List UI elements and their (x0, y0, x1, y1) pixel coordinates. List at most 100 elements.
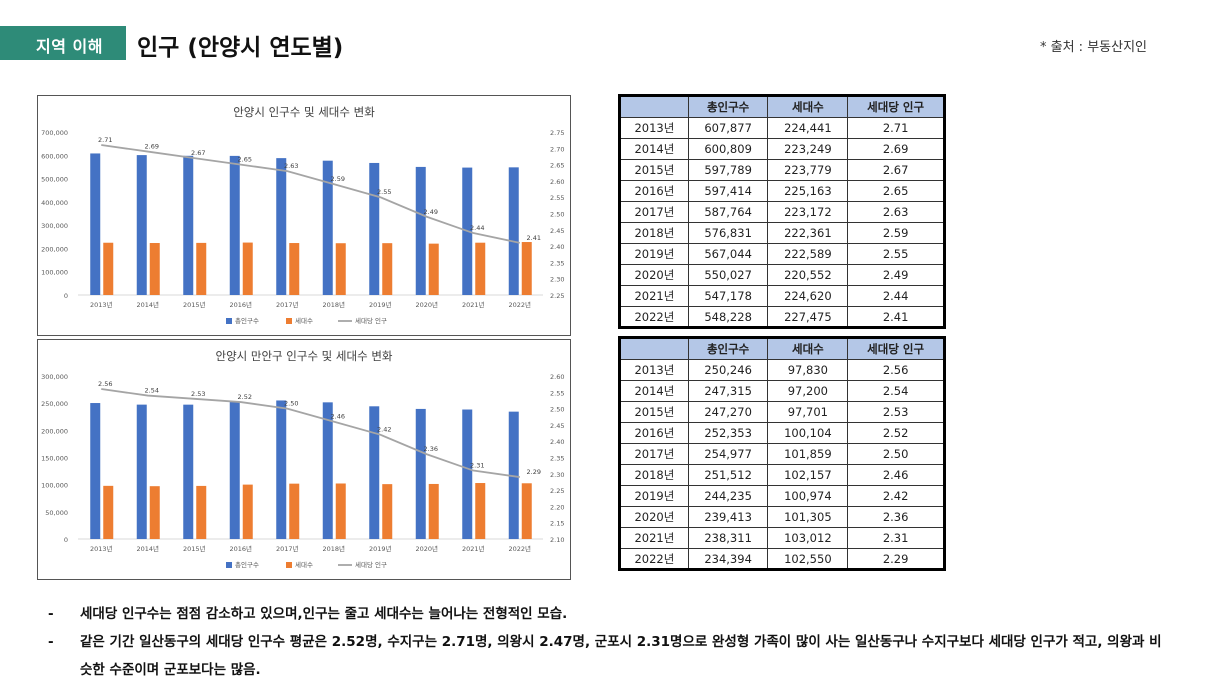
data-label: 2.55 (377, 188, 391, 196)
legend-label: 세대당 인구 (355, 560, 387, 569)
table-cell: 2017년 (619, 443, 689, 465)
bar-population (229, 155, 240, 295)
y-left-tick-label: 400,000 (41, 199, 68, 207)
x-tick-label: 2013년 (90, 300, 113, 309)
x-tick-label: 2019년 (369, 544, 392, 553)
table-row: 2013년 607,877 224,441 2.71 (619, 117, 945, 139)
y-right-tick-label: 2.35 (550, 259, 564, 267)
data-label: 2.36 (424, 445, 438, 453)
table-cell: 2017년 (619, 201, 689, 223)
x-tick-label: 2021년 (462, 544, 485, 553)
table-cell: 234,394 (687, 548, 769, 570)
bar-households (196, 485, 207, 539)
table-cell: 2.29 (847, 548, 945, 570)
data-label: 2.42 (377, 426, 391, 434)
bar-population (508, 167, 519, 295)
data-label: 2.59 (331, 175, 345, 183)
bar-population (136, 404, 147, 539)
table-cell: 2018년 (619, 222, 689, 244)
legend-label: 총인구수 (235, 316, 259, 325)
section-tag: 지역 이해 (0, 26, 126, 60)
bar-households (242, 242, 253, 295)
table-cell: 101,305 (767, 506, 849, 528)
table-cell: 597,414 (687, 180, 769, 202)
y-left-tick-label: 300,000 (41, 373, 68, 381)
data-label: 2.53 (191, 390, 205, 398)
chart-anyang: 안양시 인구수 및 세대수 변화 0 100,000 200,000 300,000 40… (37, 95, 571, 336)
table-cell: 222,589 (767, 243, 849, 265)
table-cell: 2.50 (847, 443, 945, 465)
bar-households (196, 242, 207, 295)
legend-swatch (286, 318, 292, 324)
x-tick-label: 2021년 (462, 300, 485, 309)
data-label: 2.65 (238, 156, 252, 164)
table-cell: 576,831 (687, 222, 769, 244)
y-right-tick-label: 2.40 (550, 438, 564, 446)
table-cell: 102,157 (767, 464, 849, 486)
legend-label: 총인구수 (235, 560, 259, 569)
table-cell: 220,552 (767, 264, 849, 286)
table-cell: 247,315 (687, 380, 769, 402)
bar-population (183, 404, 194, 539)
table-cell: 607,877 (687, 117, 769, 139)
bar-households (335, 243, 346, 295)
table-cell: 244,235 (687, 485, 769, 507)
table-cell: 2015년 (619, 159, 689, 181)
bar-households (475, 483, 486, 539)
table-row: 2015년 597,789 223,779 2.67 (619, 159, 945, 181)
y-right-tick-label: 2.15 (550, 520, 564, 528)
y-left-tick-label: 700,000 (41, 129, 68, 137)
data-label: 2.56 (98, 380, 112, 388)
table-cell: 2015년 (619, 401, 689, 423)
bar-households (289, 483, 300, 539)
x-tick-label: 2017년 (276, 300, 299, 309)
table-header-cell: 총인구수 (687, 337, 769, 360)
y-right-tick-label: 2.30 (550, 276, 564, 284)
bar-households (149, 486, 160, 539)
table-header-cell: 세대수 (767, 95, 849, 118)
table-cell: 2.56 (847, 359, 945, 381)
table-cell: 2.65 (847, 180, 945, 202)
table-cell: 597,789 (687, 159, 769, 181)
table-cell: 2013년 (619, 359, 689, 381)
table-row: 2018년 251,512 102,157 2.46 (619, 464, 945, 486)
table-cell: 2019년 (619, 485, 689, 507)
x-tick-label: 2018년 (322, 544, 345, 553)
bar-population (415, 166, 426, 295)
table-cell: 2019년 (619, 243, 689, 265)
y-right-tick-label: 2.70 (550, 145, 564, 153)
table-cell: 2021년 (619, 285, 689, 307)
y-right-tick-label: 2.50 (550, 406, 564, 414)
table-row: 2021년 547,178 224,620 2.44 (619, 285, 945, 307)
note-text: 같은 기간 일산동구의 세대당 인구수 평균은 2.52명, 수지구는 2.71… (80, 634, 1162, 678)
y-left-tick-label: 100,000 (41, 269, 68, 277)
table-cell: 97,200 (767, 380, 849, 402)
table-cell: 102,550 (767, 548, 849, 570)
note-item: - 세대당 인구수는 점점 감소하고 있으며,인구는 줄고 세대수는 늘어나는 … (48, 600, 1168, 628)
data-label: 2.50 (284, 400, 298, 408)
bar-households (242, 484, 253, 539)
bar-households (521, 242, 532, 295)
y-right-tick-label: 2.25 (550, 292, 564, 300)
bar-population (229, 401, 240, 539)
table-cell: 225,163 (767, 180, 849, 202)
table-row: 2022년 234,394 102,550 2.29 (619, 548, 945, 570)
data-label: 2.69 (145, 143, 159, 151)
data-label: 2.41 (527, 234, 541, 242)
y-right-tick-label: 2.55 (550, 389, 564, 397)
table-header-cell (619, 337, 689, 360)
x-tick-label: 2015년 (183, 544, 206, 553)
table-row: 2019년 244,235 100,974 2.42 (619, 485, 945, 507)
table-cell: 250,246 (687, 359, 769, 381)
table-row: 2013년 250,246 97,830 2.56 (619, 359, 945, 381)
table-header-cell: 세대당 인구 (847, 95, 945, 118)
table-cell: 238,311 (687, 527, 769, 549)
legend-swatch (226, 318, 232, 324)
table-cell: 97,830 (767, 359, 849, 381)
table-header-cell: 총인구수 (687, 95, 769, 118)
table-row: 2018년 576,831 222,361 2.59 (619, 222, 945, 244)
bar-population (276, 158, 287, 295)
table-cell: 2.42 (847, 485, 945, 507)
table-cell: 600,809 (687, 138, 769, 160)
table-row: 2015년 247,270 97,701 2.53 (619, 401, 945, 423)
